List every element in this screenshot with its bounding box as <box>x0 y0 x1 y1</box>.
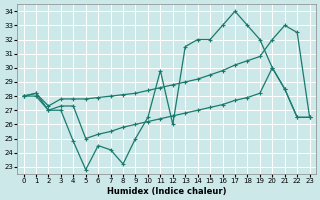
X-axis label: Humidex (Indice chaleur): Humidex (Indice chaleur) <box>107 187 226 196</box>
